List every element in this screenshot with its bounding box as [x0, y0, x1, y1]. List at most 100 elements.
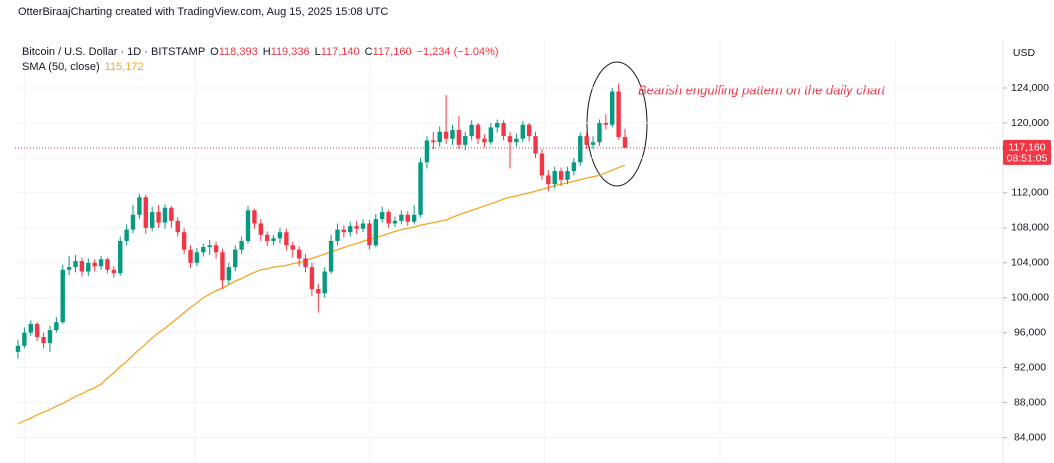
y-tick-label: 112,000 — [1011, 187, 1048, 199]
candle-body — [226, 267, 232, 281]
ohlc-value: 119,336 — [271, 46, 310, 58]
candle-body — [322, 271, 327, 294]
credit: OtterBiraajCharting created with Trading… — [18, 6, 388, 18]
candle-body — [507, 136, 513, 143]
y-tick-label: 120,000 — [1011, 117, 1049, 129]
candle-body — [309, 267, 315, 289]
candle-body — [149, 212, 155, 228]
candle-body — [130, 214, 136, 230]
price-tag — [1003, 139, 1051, 165]
candle-body — [533, 136, 538, 154]
ohlc-value: 118,393 — [219, 46, 258, 58]
candle-body — [303, 258, 308, 268]
candle-body — [92, 262, 97, 267]
candle-body — [335, 229, 340, 241]
candle-body — [463, 136, 468, 145]
candle-body — [501, 123, 506, 137]
candle-body — [79, 261, 85, 272]
candle-body — [54, 322, 59, 331]
candle-body — [367, 223, 372, 246]
candle-body — [450, 129, 455, 139]
candle-body — [546, 175, 551, 185]
candle-body — [233, 249, 238, 268]
candle-body — [252, 210, 257, 224]
candle-body — [98, 259, 104, 267]
candle-body — [411, 214, 417, 222]
candle-body — [284, 232, 289, 246]
y-tick-label: 104,000 — [1011, 257, 1049, 269]
y-tick-label: 108,000 — [1011, 222, 1049, 234]
currency: USD — [1013, 47, 1036, 59]
candle-body — [603, 123, 609, 125]
candle-body — [124, 229, 129, 241]
candle-body — [380, 212, 385, 220]
candle-body — [239, 240, 244, 250]
annotation: Bearish engulfing pattern on the daily c… — [638, 82, 887, 97]
candle-body — [520, 124, 525, 139]
candle-body — [514, 138, 519, 143]
candle-body — [526, 124, 532, 137]
time-grid — [24, 40, 896, 463]
candle-body — [565, 171, 570, 180]
y-tick-label: 84,000 — [1014, 431, 1046, 443]
candle-body — [558, 171, 564, 180]
y-tick-label: 96,000 — [1014, 326, 1046, 338]
candle-body — [360, 223, 366, 229]
candle-body — [405, 214, 410, 222]
candle-body — [169, 207, 174, 221]
legend-header: Bitcoin / U.S. Dollar · 1D · BITSTAMP O11… — [22, 46, 499, 58]
candle-body — [571, 162, 577, 172]
candle-body — [296, 249, 302, 259]
candle-body — [597, 123, 602, 143]
candle-body — [245, 210, 251, 241]
candle-body — [622, 137, 628, 148]
candle-body — [578, 136, 583, 163]
candle-body — [348, 226, 353, 233]
candle-body — [220, 252, 225, 281]
candle-body — [354, 226, 359, 229]
candle-body — [328, 240, 334, 272]
y-tick-label: 92,000 — [1014, 361, 1046, 373]
candle-body — [539, 153, 545, 176]
candle-body — [213, 245, 219, 253]
candle-body — [584, 136, 589, 145]
ohlc-key: C — [365, 46, 373, 58]
price-tag-label: 117,160 — [1008, 142, 1045, 154]
y-tick-label: 124,000 — [1011, 82, 1049, 94]
candle-body — [60, 269, 65, 323]
candle-body — [341, 229, 347, 233]
candle-body — [495, 123, 500, 128]
candle-body — [418, 162, 423, 215]
candle-body — [424, 140, 430, 163]
candle-body — [399, 214, 404, 221]
candle-body — [143, 197, 148, 228]
y-tick-label: 88,000 — [1014, 396, 1046, 408]
candle-body — [590, 142, 596, 145]
candle-body — [386, 212, 391, 224]
candle-body — [41, 337, 46, 344]
sma-line — [17, 164, 626, 425]
candle-body — [443, 131, 449, 139]
sma-legend: SMA (50, close) 115,172 — [22, 61, 144, 73]
candle-body — [610, 91, 615, 125]
candle-body — [482, 138, 487, 143]
candle-body — [66, 267, 72, 270]
candle-body — [316, 289, 321, 294]
ohlc-key: L — [315, 46, 321, 58]
candle-body — [194, 252, 200, 263]
candle-body — [156, 212, 161, 223]
candle-body — [437, 131, 442, 143]
candle-body — [488, 127, 494, 143]
countdown-label: 08:51:05 — [1007, 153, 1048, 165]
sma-name: SMA (50, close) — [22, 61, 100, 73]
candle-body — [469, 124, 474, 137]
candle-body — [271, 238, 276, 241]
candle-body — [392, 220, 398, 224]
candle-body — [86, 262, 91, 272]
candle-body — [73, 261, 78, 268]
candle-body — [258, 223, 263, 235]
candle-body — [34, 323, 40, 338]
candle-body — [290, 245, 295, 250]
